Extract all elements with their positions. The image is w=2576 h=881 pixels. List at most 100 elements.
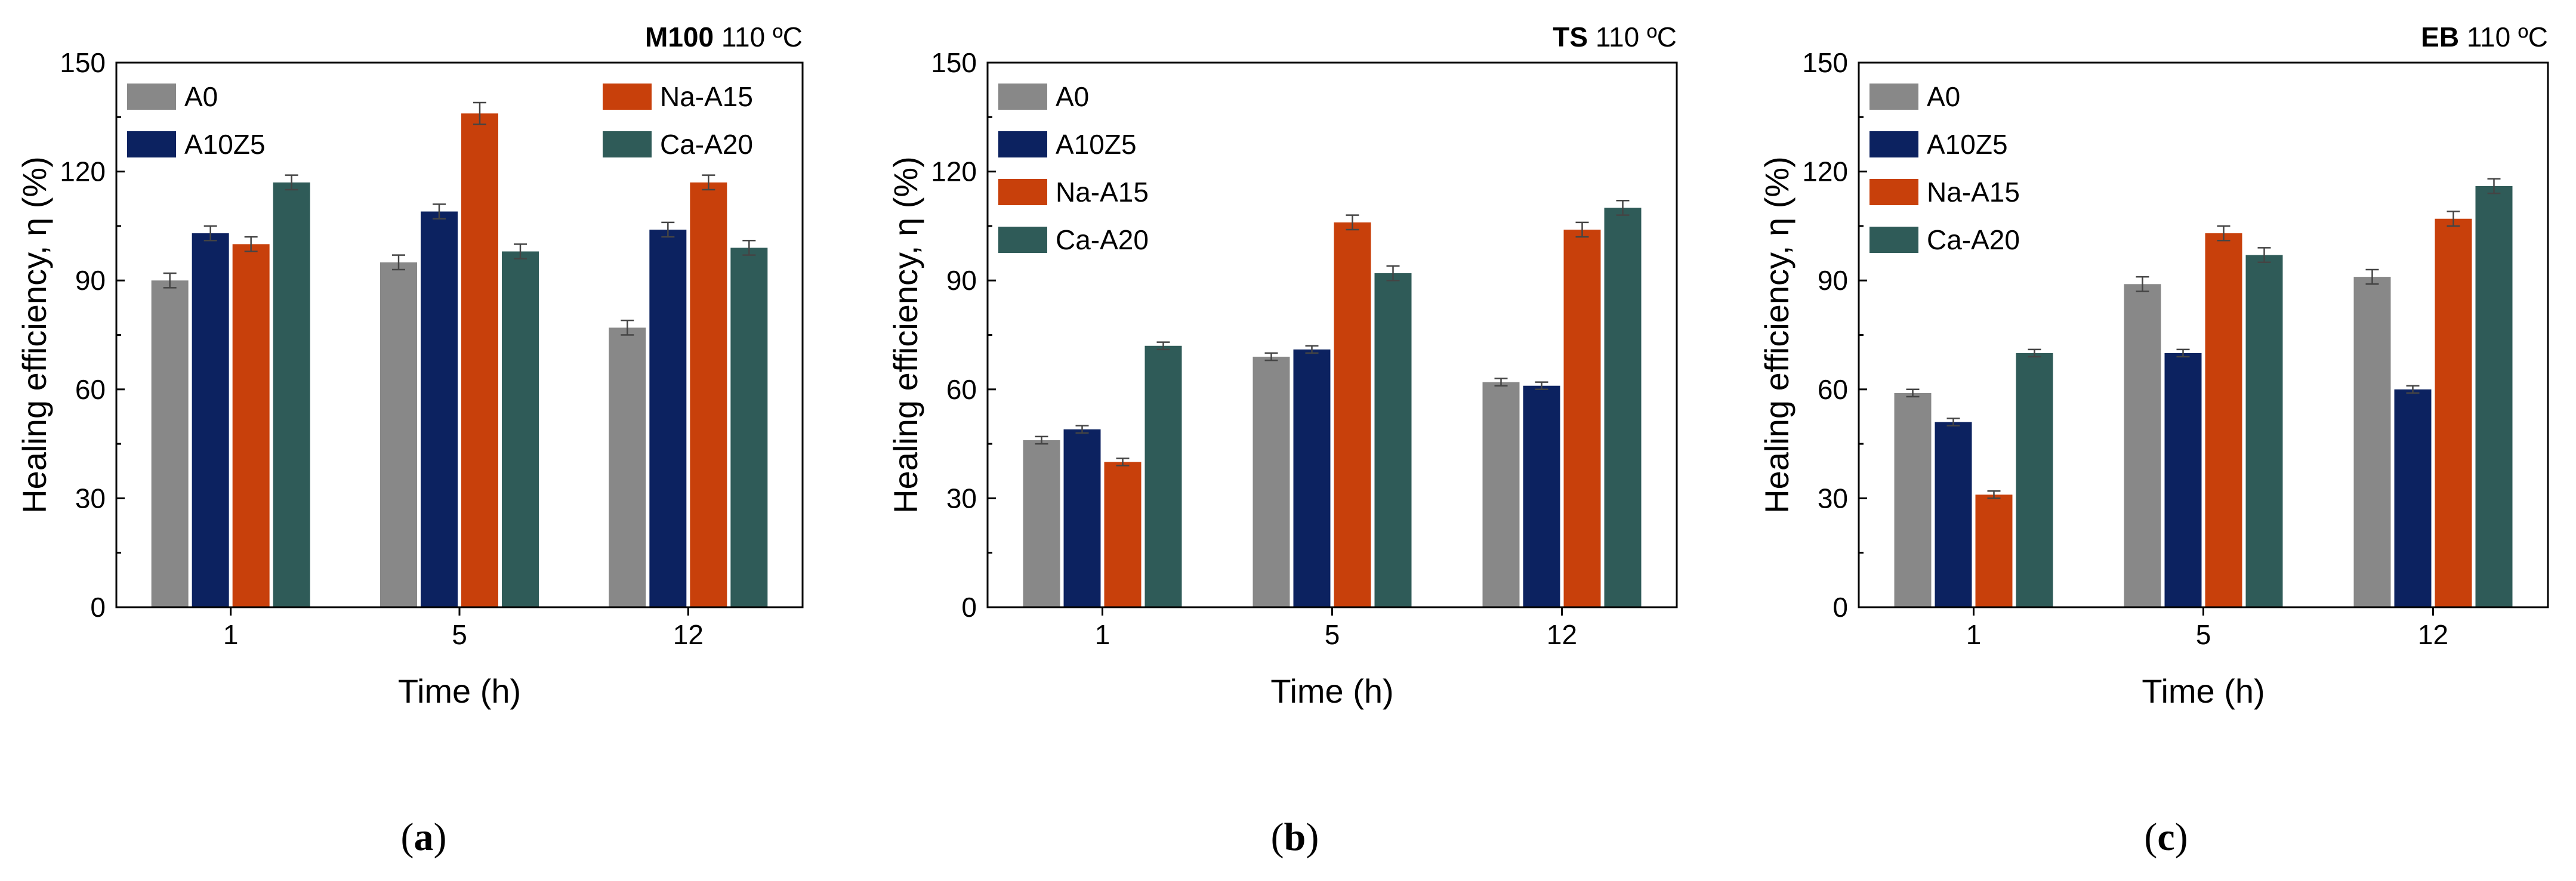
legend-label-a10z5: A10Z5 <box>1927 129 2008 160</box>
x-tick-label: 5 <box>452 619 467 650</box>
legend-label-a0: A0 <box>1927 81 1960 112</box>
y-tick-label: 30 <box>75 483 106 514</box>
legend-swatch-na-a15 <box>603 84 652 110</box>
x-tick-label: 1 <box>223 619 239 650</box>
legend-label-ca-a20: Ca-A20 <box>1056 224 1149 255</box>
panel-letter: c <box>2157 815 2174 859</box>
error-bar-a10z5-12 <box>661 221 675 238</box>
error-bar-ca-a20-12 <box>742 239 756 256</box>
error-bar-a10z5-1 <box>1946 418 1960 426</box>
bar-na-a15-5 <box>2205 233 2242 607</box>
bar-na-a15-12 <box>2435 218 2472 607</box>
legend-swatch-na-a15 <box>1869 179 1918 205</box>
bar-a0-5 <box>380 262 417 607</box>
x-axis-label: Time (h) <box>1270 672 1393 710</box>
legend-label-ca-a20: Ca-A20 <box>1927 224 2020 255</box>
chart-title-rest: 110 ºC <box>1588 21 1677 52</box>
bar-a10z5-12 <box>2394 389 2432 607</box>
bar-ca-a20-12 <box>2475 186 2513 607</box>
chart-panel-a: 0 30 60 90 120 150 1 5 12 Time (h) Healing efficie… <box>16 21 804 859</box>
x-tick-label: 1 <box>1966 619 1982 650</box>
y-tick-label: 0 <box>1832 592 1848 623</box>
bar-a10z5-1 <box>1935 422 1972 607</box>
error-bar-a0-1 <box>163 272 177 289</box>
legend-swatch-a0 <box>127 84 176 110</box>
y-tick-label: 60 <box>75 374 106 405</box>
panel-letter: a <box>414 815 434 859</box>
x-tick-label: 12 <box>1547 619 1577 650</box>
error-bar-a10z5-12 <box>2406 385 2420 394</box>
y-tick-label: 0 <box>90 592 106 623</box>
legend-swatch-a10z5 <box>1869 131 1918 157</box>
bar-ca-a20-1 <box>273 182 310 607</box>
bar-a10z5-12 <box>649 229 687 607</box>
legend-label-a0: A0 <box>184 81 218 112</box>
bar-a0-12 <box>1482 382 1520 607</box>
error-bar-na-a15-12 <box>702 174 715 191</box>
chart-title-rest: 110 ºC <box>714 21 803 52</box>
legend-swatch-a10z5 <box>998 131 1047 157</box>
legend-swatch-a0 <box>998 84 1047 110</box>
bar-na-a15-1 <box>1104 462 1142 607</box>
bar-ca-a20-12 <box>1604 208 1642 607</box>
chart-title-bold: M100 <box>645 21 714 52</box>
bar-ca-a20-1 <box>2016 353 2053 607</box>
y-axis-label: Healing efficiency, η (%) <box>1758 156 1796 514</box>
legend-swatch-na-a15 <box>998 179 1047 205</box>
error-bar-a0-1 <box>1906 388 1920 398</box>
panel-caption: (a) <box>401 815 447 859</box>
bar-a0-5 <box>2124 284 2161 608</box>
y-axis-label: Healing efficiency, η (%) <box>16 156 53 514</box>
error-bar-na-a15-5 <box>1346 214 1359 231</box>
error-bar-ca-a20-5 <box>1386 265 1400 282</box>
chart-title: M100 110 ºC <box>645 21 803 52</box>
bar-ca-a20-5 <box>2245 255 2283 607</box>
error-bar-a0-5 <box>2136 276 2149 292</box>
bar-na-a15-1 <box>232 244 270 607</box>
legend-label-a0: A0 <box>1056 81 1089 112</box>
chart-panel-c: 0 30 60 90 120 150 1 5 12 Time (h) Healing efficie… <box>1758 21 2549 859</box>
bar-a10z5-1 <box>1063 429 1101 607</box>
legend-label-a10z5: A10Z5 <box>184 129 266 160</box>
bar-a0-5 <box>1252 357 1290 607</box>
error-bar-a0-12 <box>621 319 634 336</box>
error-bar-na-a15-12 <box>2447 211 2460 227</box>
error-bar-ca-a20-1 <box>2028 348 2041 358</box>
bar-a0-1 <box>1023 440 1060 607</box>
error-bar-na-a15-5 <box>473 101 486 125</box>
error-bar-a0-12 <box>1494 378 1508 387</box>
chart-title: TS 110 ºC <box>1553 21 1677 52</box>
error-bar-a0-12 <box>2365 268 2379 285</box>
y-tick-label: 150 <box>1802 47 1848 78</box>
y-tick-label: 120 <box>60 156 106 187</box>
panel-caption: (b) <box>1271 815 1319 859</box>
bar-a0-1 <box>1894 392 1932 607</box>
y-tick-label: 0 <box>961 592 977 623</box>
y-tick-label: 60 <box>946 374 977 405</box>
x-tick-label: 5 <box>1325 619 1340 650</box>
legend-label-ca-a20: Ca-A20 <box>660 129 753 160</box>
bar-na-a15-1 <box>1975 494 2013 607</box>
bar-a10z5-12 <box>1523 385 1560 607</box>
x-axis-label: Time (h) <box>398 672 521 710</box>
bar-a0-1 <box>151 280 189 607</box>
error-bar-a10z5-5 <box>2176 348 2190 358</box>
x-axis-label: Time (h) <box>2142 672 2265 710</box>
error-bar-a0-1 <box>1035 435 1048 445</box>
chart-title-rest: 110 ºC <box>2459 21 2548 52</box>
y-tick-label: 120 <box>931 156 977 187</box>
legend-swatch-ca-a20 <box>1869 227 1918 253</box>
chart-title-bold: TS <box>1553 21 1588 52</box>
legend-label-na-a15: Na-A15 <box>1056 177 1149 208</box>
chart-panel-b: 0 30 60 90 120 150 1 5 12 Time (h) Healing efficie… <box>887 21 1678 859</box>
error-bar-a10z5-1 <box>1075 425 1089 434</box>
bar-a10z5-5 <box>421 211 458 607</box>
error-bar-na-a15-1 <box>244 236 258 252</box>
y-tick-label: 90 <box>1818 265 1848 296</box>
error-bar-ca-a20-12 <box>1616 200 1630 216</box>
x-tick-label: 5 <box>2196 619 2211 650</box>
error-bar-a0-5 <box>1264 352 1278 361</box>
error-bar-na-a15-1 <box>1987 490 2001 499</box>
y-tick-label: 90 <box>946 265 977 296</box>
